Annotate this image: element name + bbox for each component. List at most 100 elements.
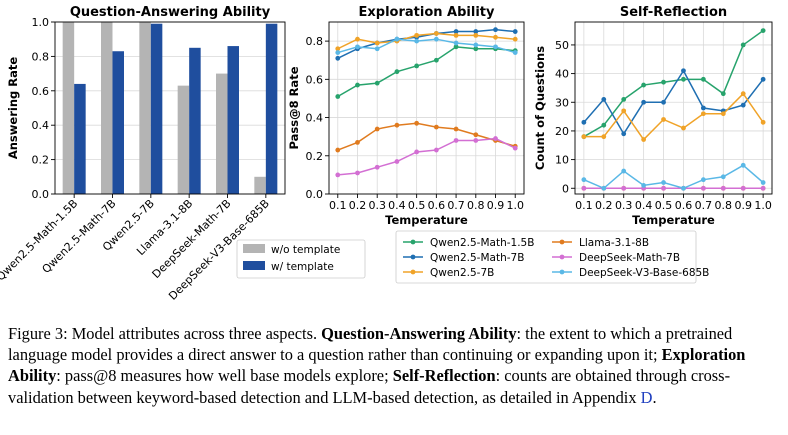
- reflection-data-point: [621, 168, 627, 174]
- legend-marker: [559, 269, 565, 275]
- reflection-xlabel: Temperature: [632, 213, 715, 227]
- exploration-data-point: [493, 44, 498, 50]
- reflection-data-point: [720, 91, 726, 97]
- exploration-ytick-label: 0.8: [306, 35, 324, 48]
- exploration-data-point: [493, 27, 498, 33]
- reflection-data-point: [681, 76, 686, 82]
- reflection-data-point: [621, 97, 627, 102]
- exploration-series-line: [337, 28, 516, 59]
- reflection-data-point: [740, 91, 746, 97]
- caption-text-5: .: [652, 387, 657, 407]
- template-legend-box: [236, 239, 366, 279]
- exploration-xtick-label: 0.8: [467, 199, 485, 212]
- exploration-data-point: [414, 63, 420, 69]
- qa-bar-with-template: [150, 23, 163, 194]
- reflection-data-point: [760, 28, 766, 33]
- caption-bold-exploration: Exploration Ability: [8, 345, 746, 386]
- reflection-data-point: [601, 185, 607, 191]
- qa-title: Question-Answering Ability: [70, 5, 271, 20]
- reflection-data-point: [621, 131, 627, 137]
- exploration-data-point: [453, 29, 459, 34]
- model-legend: Qwen2.5-Math-1.5B Qwen2.5-Math-7B Qwen2.5-…: [395, 230, 709, 284]
- reflection-data-point: [740, 185, 746, 191]
- reflection-data-point: [760, 76, 766, 82]
- exploration-data-point: [335, 46, 341, 52]
- appendix-link[interactable]: D: [640, 387, 653, 407]
- exploration-data-point: [374, 164, 380, 170]
- exploration-xlabel: Temperature: [385, 213, 468, 227]
- legend-marker: [410, 269, 416, 275]
- exploration-data-point: [493, 136, 498, 141]
- exploration-data-point: [433, 36, 439, 42]
- exploration-data-point: [512, 36, 518, 42]
- qa-bar-without-template: [139, 22, 151, 194]
- reflection-ytick-label: 30: [555, 96, 569, 109]
- reflection-series-line: [583, 92, 764, 141]
- exploration-data-point: [374, 46, 380, 52]
- legend-model-label: DeepSeek-Math-7B: [579, 252, 680, 264]
- reflection-data-point: [681, 185, 686, 191]
- reflection-data-point: [661, 180, 666, 185]
- reflection-ylabel: Count of Questions: [533, 46, 547, 170]
- figure-3-panels: 0.00.20.40.60.81.0Qwen2.5-Math-1.5BQwen2…: [0, 5, 773, 303]
- qa-bar-without-template: [216, 73, 228, 194]
- exploration-ability-panel: 0.00.20.40.60.80.1 0.2 0.3 0.4 0.5 0.6 0.7 0.8 0…: [287, 5, 525, 227]
- exploration-data-point: [355, 82, 360, 88]
- reflection-data-point: [661, 79, 666, 85]
- exploration-data-point: [394, 122, 400, 128]
- caption-text-3: : pass@8 measures how well base models e…: [56, 366, 393, 386]
- qa-ytick-label: 0.4: [32, 119, 50, 132]
- qa-bar-without-template: [177, 85, 190, 194]
- qa-ytick-label: 0.0: [32, 188, 50, 201]
- qa-ylabel: Answering Rate: [6, 57, 20, 160]
- exploration-data-point: [512, 29, 518, 34]
- exploration-series-line: [337, 32, 516, 50]
- caption-text-1: Figure 3: Model attributes across three …: [8, 324, 322, 343]
- exploration-ytick-label: 0.6: [306, 73, 324, 86]
- caption-text-2: : the extent to which a pretrained langu…: [8, 324, 733, 365]
- exploration-data-point: [473, 138, 479, 143]
- legend-model-label: Qwen2.5-Math-1.5B: [430, 237, 534, 249]
- exploration-series-line: [337, 46, 516, 98]
- exploration-ytick-label: 0.2: [306, 150, 324, 163]
- legend-label: w/o template: [271, 244, 340, 256]
- qa-bar-with-template: [189, 47, 201, 194]
- exploration-series-line: [337, 122, 516, 151]
- reflection-ytick-label: 40: [555, 68, 569, 81]
- reflection-data-point: [581, 119, 587, 125]
- exploration-data-point: [335, 172, 341, 178]
- exploration-data-point: [473, 46, 479, 52]
- reflection-data-point: [641, 99, 647, 105]
- exploration-xtick-label: 0.9: [487, 199, 505, 212]
- reflection-xtick-label: 1.0: [754, 199, 772, 212]
- exploration-frame: [328, 21, 525, 195]
- reflection-data-point: [581, 185, 587, 191]
- qa-frame: [54, 21, 286, 195]
- reflection-data-point: [760, 185, 766, 191]
- reflection-ytick-label: 10: [555, 154, 569, 167]
- reflection-data-point: [700, 76, 706, 82]
- reflection-data-point: [760, 180, 766, 185]
- exploration-data-point: [414, 149, 420, 155]
- qa-category-label: Qwen2.5-Math-7B: [40, 197, 119, 276]
- exploration-data-point: [453, 44, 459, 50]
- exploration-ytick-label: 0.4: [306, 112, 324, 125]
- exploration-data-point: [355, 140, 360, 145]
- reflection-xtick-label: 0.1: [575, 199, 593, 212]
- reflection-data-point: [740, 162, 746, 168]
- exploration-xtick-label: 0.2: [349, 199, 367, 212]
- exploration-data-point: [394, 69, 400, 75]
- exploration-ylabel: Pass@8 Rate: [287, 66, 301, 149]
- exploration-data-point: [335, 147, 341, 153]
- reflection-xtick-label: 0.8: [715, 199, 733, 212]
- reflection-data-point: [621, 185, 627, 191]
- exploration-xtick-label: 0.7: [447, 199, 465, 212]
- legend-label: w/ template: [271, 261, 334, 273]
- qa-bar-without-template: [254, 176, 266, 194]
- reflection-data-point: [661, 185, 666, 191]
- reflection-data-point: [720, 111, 726, 117]
- exploration-series-line: [337, 38, 516, 54]
- exploration-series-line: [337, 137, 516, 176]
- exploration-data-point: [394, 159, 400, 164]
- caption-bold-reflection: Self-Reflection: [392, 366, 496, 386]
